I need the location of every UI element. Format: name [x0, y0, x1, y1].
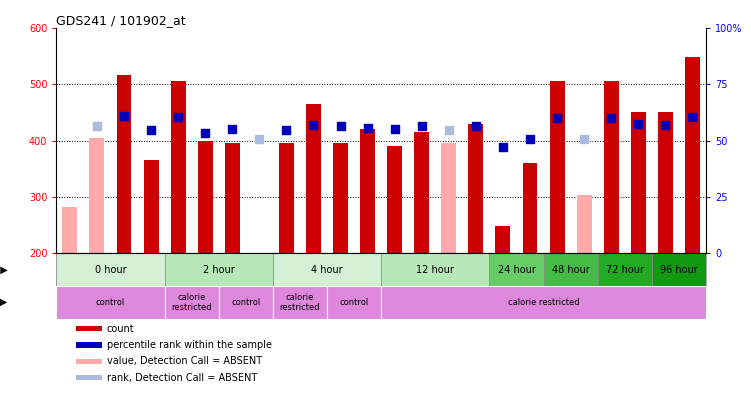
Point	[91, 123, 103, 129]
Text: count: count	[107, 324, 134, 333]
Bar	[62, 207, 77, 253]
Text: protocol ▶: protocol ▶	[0, 297, 8, 307]
Text: 12 hour: 12 hour	[416, 265, 454, 275]
Point	[253, 136, 265, 142]
Text: GDS241 / 101902_at: GDS241 / 101902_at	[56, 13, 186, 27]
Text: 24 hour: 24 hour	[497, 265, 535, 275]
Point	[226, 126, 238, 132]
Point	[524, 136, 536, 142]
Point	[632, 120, 644, 127]
Bar	[577, 195, 592, 253]
Bar	[279, 143, 294, 253]
Text: 72 hour: 72 hour	[606, 265, 644, 275]
Bar	[523, 163, 538, 253]
Point	[497, 144, 509, 150]
Point	[551, 115, 563, 121]
Text: calorie
restricted: calorie restricted	[171, 293, 212, 312]
Bar	[225, 143, 240, 253]
Bar	[327, 286, 381, 319]
Point	[334, 123, 346, 129]
Point	[280, 127, 292, 133]
Bar	[496, 227, 511, 253]
Bar	[652, 253, 706, 286]
Bar	[273, 286, 327, 319]
Bar	[164, 286, 219, 319]
Bar	[381, 286, 706, 319]
Point	[389, 126, 401, 132]
Bar	[604, 81, 619, 253]
Bar	[598, 253, 652, 286]
Bar	[76, 326, 102, 331]
Point	[199, 129, 211, 136]
Bar	[360, 129, 375, 253]
Point	[605, 115, 617, 121]
Bar	[381, 253, 490, 286]
Bar	[56, 253, 164, 286]
Point	[307, 122, 319, 128]
Bar	[198, 141, 213, 253]
Text: percentile rank within the sample: percentile rank within the sample	[107, 340, 272, 350]
Point	[145, 127, 157, 133]
Text: calorie
restricted: calorie restricted	[279, 293, 320, 312]
Text: 48 hour: 48 hour	[552, 265, 590, 275]
Bar	[469, 124, 484, 253]
Text: calorie restricted: calorie restricted	[508, 298, 579, 307]
Point	[659, 122, 671, 128]
Point	[470, 123, 482, 129]
Point	[361, 125, 373, 131]
Bar	[415, 132, 429, 253]
Text: control: control	[231, 298, 261, 307]
Text: 96 hour: 96 hour	[660, 265, 698, 275]
Bar	[442, 143, 457, 253]
Bar	[164, 253, 273, 286]
Text: value, Detection Call = ABSENT: value, Detection Call = ABSENT	[107, 356, 262, 366]
Bar	[56, 286, 164, 319]
Text: time ▶: time ▶	[0, 265, 8, 275]
Point	[443, 127, 455, 133]
Point	[686, 114, 698, 120]
Text: control: control	[96, 298, 125, 307]
Bar	[306, 104, 321, 253]
Bar	[76, 342, 102, 348]
Bar	[388, 146, 402, 253]
Bar	[116, 74, 131, 253]
Text: control: control	[339, 298, 369, 307]
Bar	[658, 112, 673, 253]
Point	[172, 114, 184, 120]
Text: 2 hour: 2 hour	[203, 265, 234, 275]
Bar	[76, 375, 102, 380]
Bar	[685, 57, 700, 253]
Text: 0 hour: 0 hour	[95, 265, 126, 275]
Text: 4 hour: 4 hour	[311, 265, 342, 275]
Bar	[89, 138, 104, 253]
Bar	[544, 253, 598, 286]
Text: rank, Detection Call = ABSENT: rank, Detection Call = ABSENT	[107, 373, 258, 383]
Bar	[170, 81, 185, 253]
Point	[416, 123, 428, 129]
Point	[578, 136, 590, 142]
Bar	[143, 160, 158, 253]
Bar	[550, 81, 565, 253]
Bar	[333, 143, 348, 253]
Bar	[490, 253, 544, 286]
Bar	[631, 112, 646, 253]
Bar	[219, 286, 273, 319]
Bar	[76, 359, 102, 364]
Point	[118, 113, 130, 120]
Bar	[273, 253, 381, 286]
